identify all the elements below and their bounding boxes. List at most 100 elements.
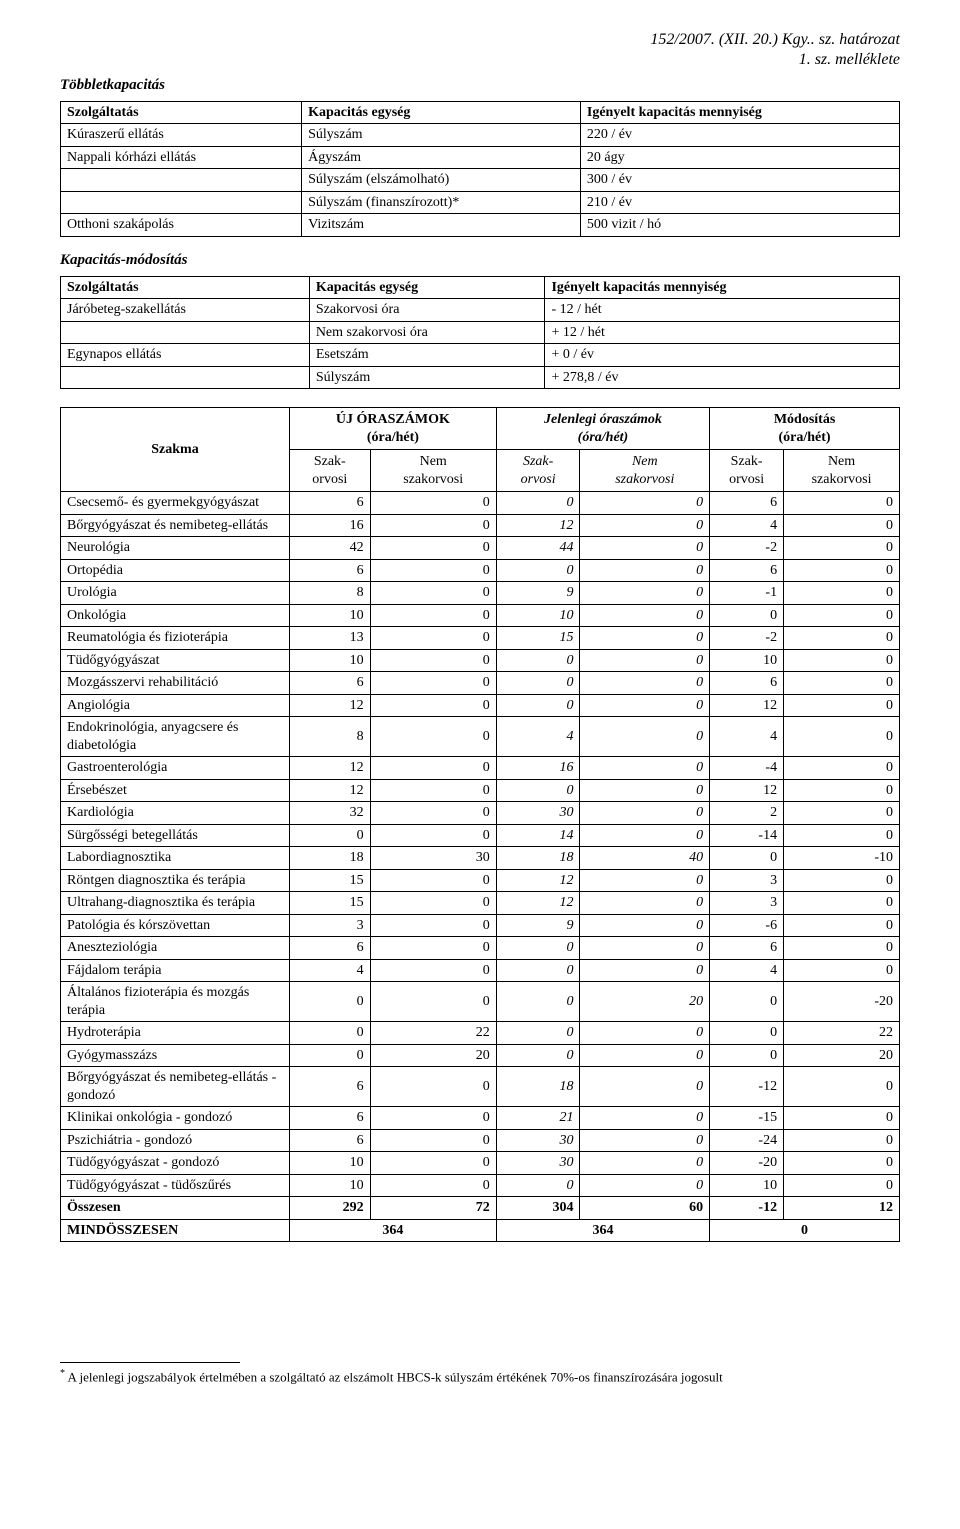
szakma-cell: Angiológia	[61, 694, 290, 717]
value-cell: 364	[290, 1219, 497, 1242]
header-line2: 1. sz. melléklete	[60, 50, 900, 70]
value-cell: 0	[370, 1067, 496, 1107]
value-cell: 0	[580, 717, 710, 757]
value-cell: 0	[580, 757, 710, 780]
value-cell: 0	[784, 1067, 900, 1107]
szakma-cell: Tüdőgyógyászat - tüdőszűrés	[61, 1174, 290, 1197]
szakma-cell: Kardiológia	[61, 802, 290, 825]
value-cell: -6	[710, 914, 784, 937]
value-cell: 0	[580, 694, 710, 717]
table-row: Súlyszám+ 278,8 / év	[61, 366, 900, 389]
table-cell: Súlyszám (elszámolható)	[302, 169, 581, 192]
table-row: Nem szakorvosi óra+ 12 / hét	[61, 321, 900, 344]
value-cell: 0	[710, 982, 784, 1022]
value-cell: 15	[290, 892, 371, 915]
footnote-separator	[60, 1362, 240, 1363]
table-row: Kardiológia32030020	[61, 802, 900, 825]
value-cell: -14	[710, 824, 784, 847]
value-cell: 0	[370, 959, 496, 982]
szakma-cell: Fájdalom terápia	[61, 959, 290, 982]
szakma-cell: Bőrgyógyászat és nemibeteg-ellátás	[61, 514, 290, 537]
value-cell: 0	[580, 824, 710, 847]
value-cell: 0	[784, 717, 900, 757]
value-cell: 0	[784, 492, 900, 515]
szakma-cell: Pszichiátria - gondozó	[61, 1129, 290, 1152]
table-row: Tüdőgyógyászat - tüdőszűrés10000100	[61, 1174, 900, 1197]
value-cell: 8	[290, 717, 371, 757]
value-cell: 6	[710, 559, 784, 582]
value-cell: 0	[580, 604, 710, 627]
col-sub-header: Nemszakorvosi	[580, 450, 710, 492]
value-cell: 30	[496, 802, 580, 825]
value-cell: 0	[370, 604, 496, 627]
value-cell: 0	[784, 892, 900, 915]
value-cell: -2	[710, 627, 784, 650]
section-kapacitas-modositas: Kapacitás-módosítás	[60, 251, 900, 270]
table-cell: Súlyszám (finanszírozott)*	[302, 191, 581, 214]
table-row: Bőrgyógyászat és nemibeteg-ellátás - gon…	[61, 1067, 900, 1107]
table-row: Neurológia420440-20	[61, 537, 900, 560]
szakma-cell: Érsebészet	[61, 779, 290, 802]
row-osszesen: Összesen2927230460-1212	[61, 1197, 900, 1220]
value-cell: 32	[290, 802, 371, 825]
value-cell: 0	[370, 757, 496, 780]
table-row: Aneszteziológia600060	[61, 937, 900, 960]
col-group-header: Jelenlegi óraszámok(óra/hét)	[496, 408, 709, 450]
value-cell: 0	[710, 604, 784, 627]
value-cell: 0	[784, 1129, 900, 1152]
table-row: Gyógymasszázs02000020	[61, 1044, 900, 1067]
table-header: Igényelt kapacitás mennyiség	[545, 276, 900, 299]
value-cell: 0	[580, 582, 710, 605]
table-cell: Esetszám	[309, 344, 545, 367]
value-cell: 0	[580, 1152, 710, 1175]
value-cell: 12	[496, 892, 580, 915]
table-row: Ultrahang-diagnosztika és terápia1501203…	[61, 892, 900, 915]
value-cell: -12	[710, 1197, 784, 1220]
szakma-cell: Reumatológia és fizioterápia	[61, 627, 290, 650]
value-cell: 0	[290, 1044, 371, 1067]
table-cell: 210 / év	[580, 191, 899, 214]
value-cell: 0	[784, 1174, 900, 1197]
value-cell: 0	[784, 604, 900, 627]
value-cell: 10	[290, 1174, 371, 1197]
szakma-cell: Urológia	[61, 582, 290, 605]
value-cell: -12	[710, 1067, 784, 1107]
szakma-cell: Tüdőgyógyászat	[61, 649, 290, 672]
table-row: Járóbeteg-szakellátásSzakorvosi óra- 12 …	[61, 299, 900, 322]
value-cell: 22	[784, 1022, 900, 1045]
table-row: Reumatológia és fizioterápia130150-20	[61, 627, 900, 650]
table-row: Súlyszám (finanszírozott)*210 / év	[61, 191, 900, 214]
col-sub-header: Szak-orvosi	[496, 450, 580, 492]
value-cell: 44	[496, 537, 580, 560]
szakma-cell: Ultrahang-diagnosztika és terápia	[61, 892, 290, 915]
value-cell: 6	[290, 559, 371, 582]
value-cell: 40	[580, 847, 710, 870]
value-cell: 12	[290, 757, 371, 780]
value-cell: 0	[580, 1129, 710, 1152]
col-sub-header: Szak-orvosi	[290, 450, 371, 492]
footnote-marker: *	[60, 1368, 65, 1379]
table-cell: Járóbeteg-szakellátás	[61, 299, 310, 322]
table-cell: - 12 / hét	[545, 299, 900, 322]
table-header: Igényelt kapacitás mennyiség	[580, 101, 899, 124]
value-cell: 0	[580, 1022, 710, 1045]
table-cell: Ágyszám	[302, 146, 581, 169]
value-cell: 0	[784, 514, 900, 537]
szakma-cell: Klinikai onkológia - gondozó	[61, 1107, 290, 1130]
value-cell: 0	[496, 1174, 580, 1197]
szakma-cell: Röntgen diagnosztika és terápia	[61, 869, 290, 892]
table-row: Angiológia12000120	[61, 694, 900, 717]
value-cell: 0	[370, 779, 496, 802]
value-cell: 18	[496, 1067, 580, 1107]
value-cell: 10	[290, 649, 371, 672]
table-cell: Vizitszám	[302, 214, 581, 237]
row-mindosszesen: MINDÖSSZESEN3643640	[61, 1219, 900, 1242]
table-row: Általános fizioterápia és mozgás terápia…	[61, 982, 900, 1022]
col-szakma-header: Szakma	[61, 408, 290, 492]
value-cell: 4	[710, 717, 784, 757]
value-cell: 0	[496, 1044, 580, 1067]
value-cell: 0	[370, 1152, 496, 1175]
value-cell: 0	[784, 559, 900, 582]
value-cell: 0	[784, 1107, 900, 1130]
value-cell: 0	[580, 1067, 710, 1107]
